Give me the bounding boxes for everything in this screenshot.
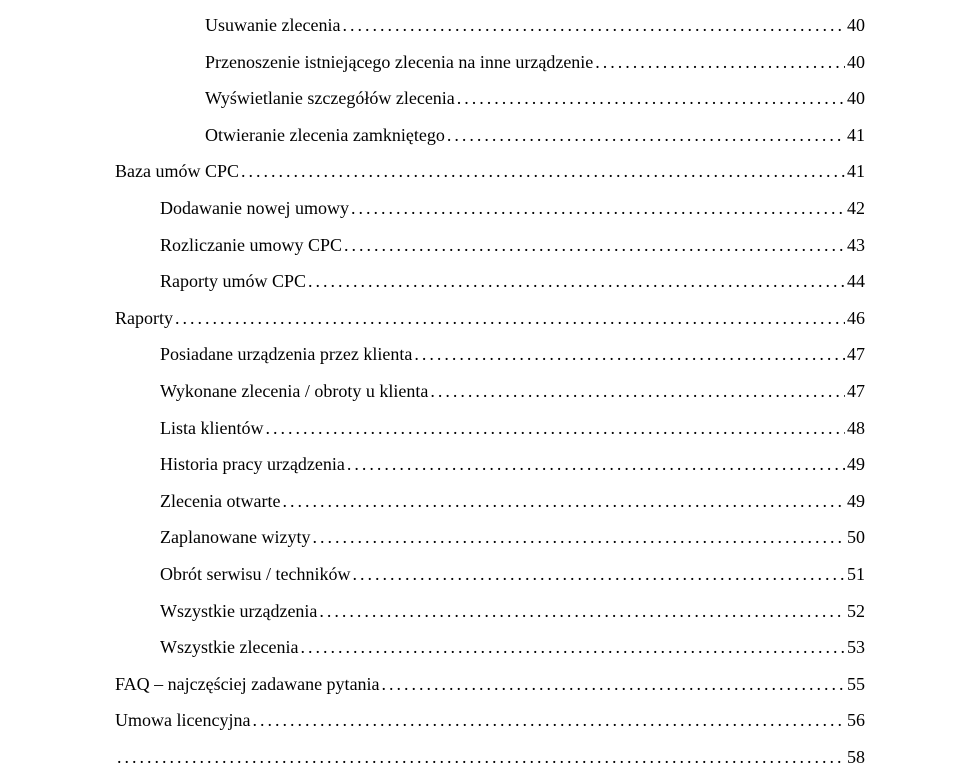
toc-page-number: 44 (847, 271, 865, 293)
toc-entry: FAQ – najczęściej zadawane pytania 55 (115, 674, 865, 696)
toc-label: Usuwanie zlecenia (205, 15, 340, 37)
toc-entry: Obrót serwisu / techników 51 (115, 564, 865, 586)
toc-page-number: 58 (847, 747, 865, 769)
toc-entry: Dodawanie nowej umowy 42 (115, 198, 865, 220)
toc-entry: Raporty 46 (115, 308, 865, 330)
toc-entry: Otwieranie zlecenia zamkniętego 41 (115, 125, 865, 147)
toc-label: Wykonane zlecenia / obroty u klienta (160, 381, 428, 403)
toc-entry: Historia pracy urządzenia 49 (115, 454, 865, 476)
toc-label: Historia pracy urządzenia (160, 454, 345, 476)
toc-page-number: 42 (847, 198, 865, 220)
toc-label: Zaplanowane wizyty (160, 527, 310, 549)
toc-leader-dots (265, 418, 845, 440)
toc-label: Raporty (115, 308, 173, 330)
toc-page-number: 49 (847, 491, 865, 513)
toc-leader-dots (312, 527, 845, 549)
toc-leader-dots (252, 710, 845, 732)
toc-page-number: 56 (847, 710, 865, 732)
toc-label: Wyświetlanie szczegółów zlecenia (205, 88, 455, 110)
toc-leader-dots (308, 271, 845, 293)
toc-label: Rozliczanie umowy CPC (160, 235, 342, 257)
toc-entry: Usuwanie zlecenia 40 (115, 15, 865, 37)
toc-page-number: 51 (847, 564, 865, 586)
toc-leader-dots (352, 564, 845, 586)
toc-label: Otwieranie zlecenia zamkniętego (205, 125, 445, 147)
toc-page-number: 49 (847, 454, 865, 476)
toc-entry: Rozliczanie umowy CPC 43 (115, 235, 865, 257)
toc-page-number: 40 (847, 88, 865, 110)
toc-entry: Przenoszenie istniejącego zlecenia na in… (115, 52, 865, 74)
toc-label: Obrót serwisu / techników (160, 564, 350, 586)
toc-label: Raporty umów CPC (160, 271, 306, 293)
toc-leader-dots (319, 601, 845, 623)
toc-leader-dots (414, 344, 845, 366)
toc-page-number: 40 (847, 15, 865, 37)
toc-label: Umowa licencyjna (115, 710, 250, 732)
toc-page-number: 48 (847, 418, 865, 440)
toc-label: Posiadane urządzenia przez klienta (160, 344, 412, 366)
toc-leader-dots (347, 454, 845, 476)
toc-label: Lista klientów (160, 418, 263, 440)
toc-leader-dots (117, 747, 845, 769)
toc-entry: Wyświetlanie szczegółów zlecenia 40 (115, 88, 865, 110)
toc-leader-dots (457, 88, 845, 110)
toc-label: FAQ – najczęściej zadawane pytania (115, 674, 380, 696)
toc-page-number: 43 (847, 235, 865, 257)
toc-page-number: 55 (847, 674, 865, 696)
toc-entry: Lista klientów 48 (115, 418, 865, 440)
toc-leader-dots (382, 674, 845, 696)
toc-entry: Raporty umów CPC 44 (115, 271, 865, 293)
toc-page-number: 47 (847, 381, 865, 403)
toc-page-number: 41 (847, 161, 865, 183)
toc-page-number: 52 (847, 601, 865, 623)
toc-leader-dots (447, 125, 845, 147)
toc-entry: Posiadane urządzenia przez klienta 47 (115, 344, 865, 366)
toc-page-number: 53 (847, 637, 865, 659)
toc-label: Przenoszenie istniejącego zlecenia na in… (205, 52, 593, 74)
toc-leader-dots (344, 235, 845, 257)
toc-entry: Umowa licencyjna 56 (115, 710, 865, 732)
toc-entry: Wykonane zlecenia / obroty u klienta 47 (115, 381, 865, 403)
toc-entry: Wszystkie urządzenia 52 (115, 601, 865, 623)
toc-leader-dots (430, 381, 845, 403)
toc-label: Wszystkie urządzenia (160, 601, 317, 623)
toc-page-number: 40 (847, 52, 865, 74)
toc-leader-dots (175, 308, 845, 330)
toc-leader-dots (342, 15, 845, 37)
toc-entry: Wszystkie zlecenia 53 (115, 637, 865, 659)
toc-leader-dots (282, 491, 845, 513)
toc-entry: Baza umów CPC 41 (115, 161, 865, 183)
toc-page-number: 41 (847, 125, 865, 147)
toc-leader-dots (351, 198, 845, 220)
toc-label: Wszystkie zlecenia (160, 637, 298, 659)
toc-page-number: 50 (847, 527, 865, 549)
toc-label: Zlecenia otwarte (160, 491, 280, 513)
toc-entry: Zlecenia otwarte 49 (115, 491, 865, 513)
toc-leader-dots (300, 637, 845, 659)
toc-leader-dots (241, 161, 845, 183)
table-of-contents: Usuwanie zlecenia 40 Przenoszenie istnieją… (115, 15, 865, 768)
toc-label: Dodawanie nowej umowy (160, 198, 349, 220)
toc-page-number: 47 (847, 344, 865, 366)
toc-page-number: 46 (847, 308, 865, 330)
toc-leader-dots (595, 52, 845, 74)
toc-label: Baza umów CPC (115, 161, 239, 183)
toc-entry: Zaplanowane wizyty 50 (115, 527, 865, 549)
toc-entry: 58 (115, 747, 865, 769)
